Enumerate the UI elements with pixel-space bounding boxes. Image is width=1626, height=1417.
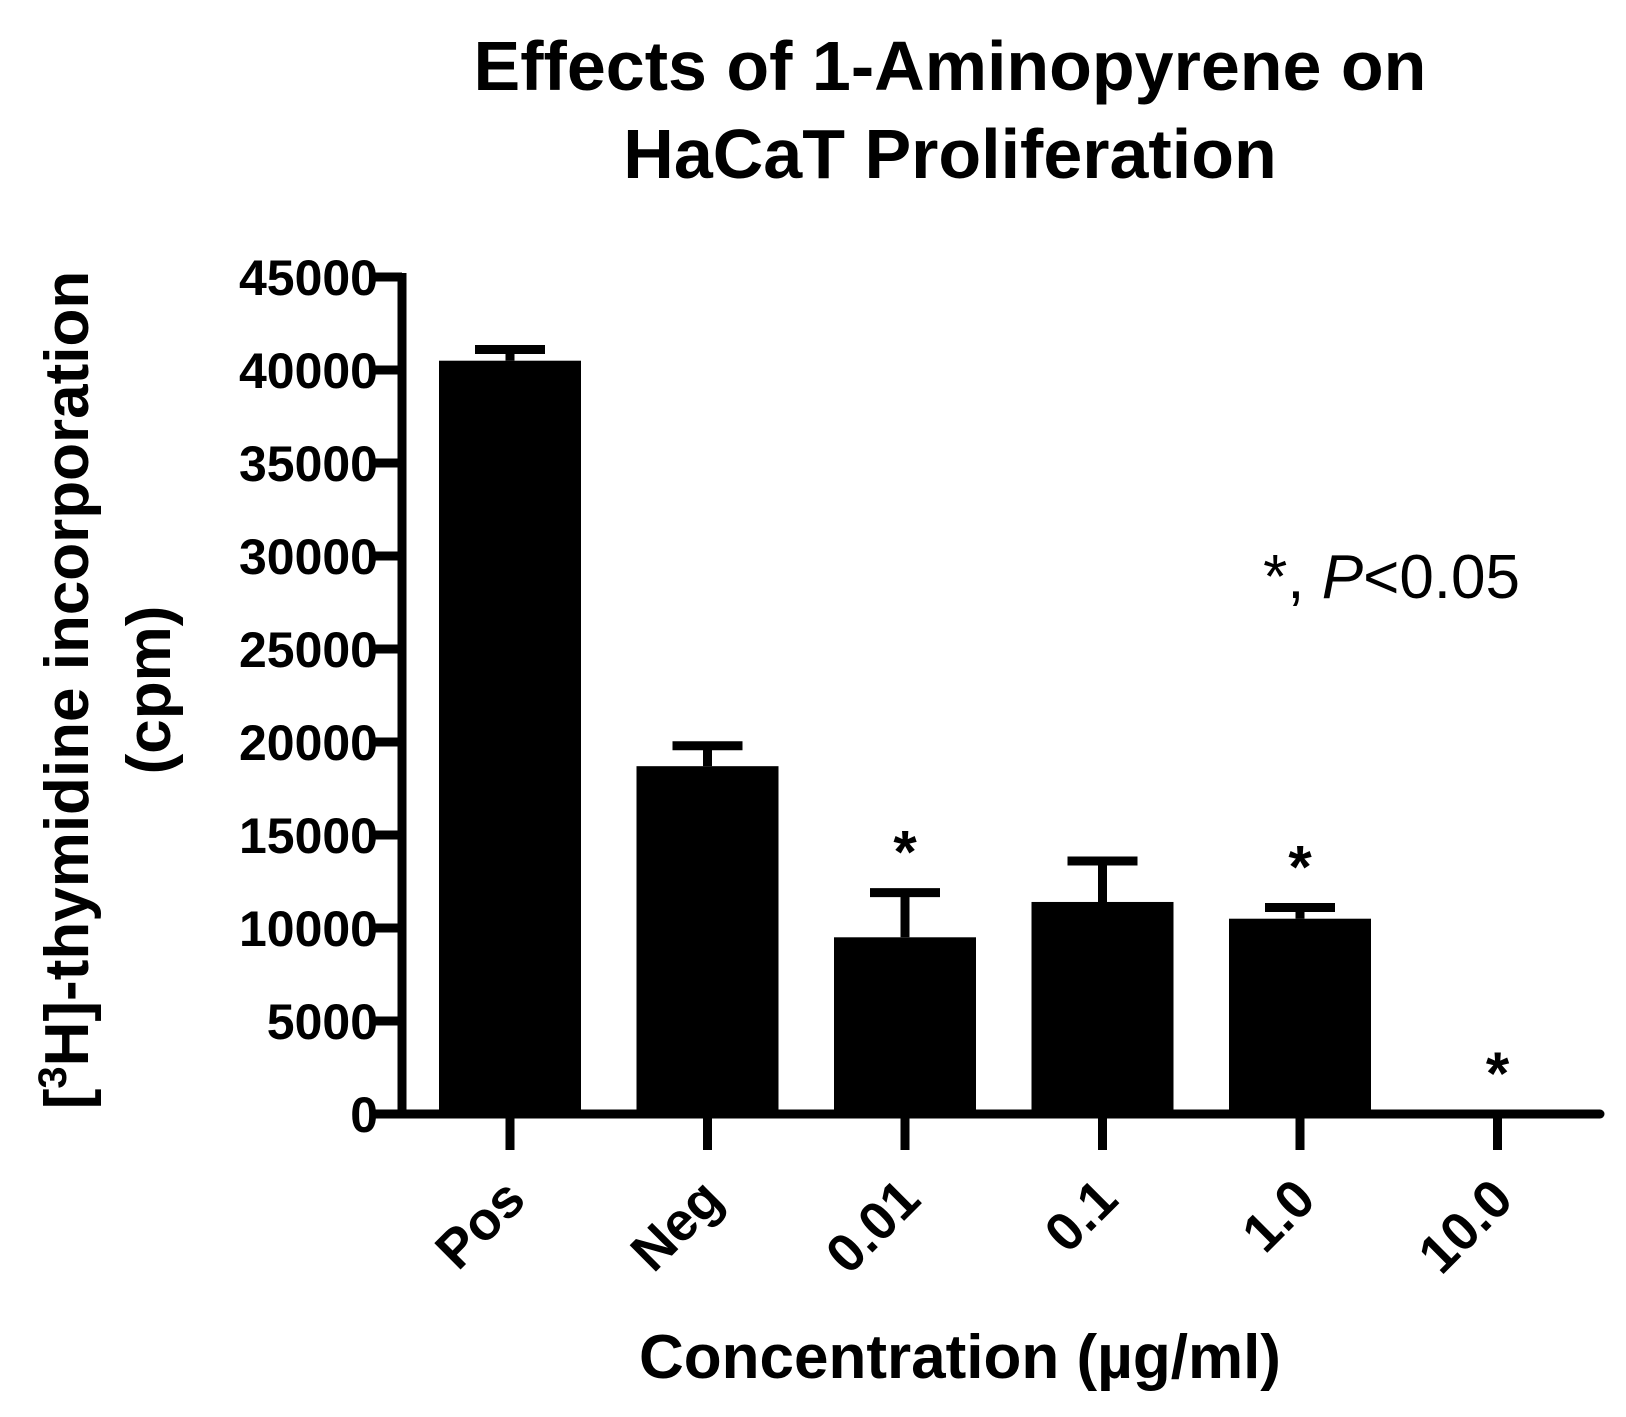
x-tick-label-Pos: Pos: [424, 1168, 536, 1280]
bar-Neg: [636, 766, 779, 1114]
chart-title-line-2: HaCaT Proliferation: [623, 115, 1276, 193]
significance-marker-1.0: *: [1288, 834, 1312, 901]
x-tick-label-1.0: 1.0: [1231, 1168, 1327, 1264]
y-tick-label-3: 15000: [239, 808, 378, 864]
y-tick-label-5: 25000: [239, 622, 378, 678]
x-tick-label-0.1: 0.1: [1033, 1168, 1129, 1264]
y-tick-label-8: 40000: [239, 343, 378, 399]
x-axis-label: Concentration (µg/ml): [639, 1323, 1281, 1392]
y-tick-label-4: 20000: [239, 715, 378, 771]
bar-0.1: [1031, 901, 1174, 1114]
significance-marker-0.01: *: [893, 819, 917, 886]
y-tick-label-7: 35000: [239, 436, 378, 492]
x-tick-label-0.01: 0.01: [815, 1168, 932, 1285]
y-axis-label-superscript: 3: [31, 1066, 75, 1088]
y-tick-label-1: 5000: [267, 994, 378, 1050]
y-tick-label-2: 10000: [239, 901, 378, 957]
significance-note-suffix: <0.05: [1363, 543, 1520, 612]
chart-title-line-1: Effects of 1-Aminopyrene on: [474, 27, 1427, 105]
plot-area: 0 5000 10000 15000 20000 25000 30000 35000 40000…: [239, 250, 1605, 1285]
y-axis-label-bracket: [: [33, 1089, 102, 1110]
y-tick-label-0: 0: [350, 1087, 378, 1143]
y-tick-label-9: 45000: [239, 250, 378, 306]
y-axis-label-unit: (cpm): [115, 606, 184, 775]
significance-marker-10.0: *: [1486, 1040, 1510, 1107]
chart-title: Effects of 1-Aminopyrene on HaCaT Prolif…: [474, 27, 1427, 193]
x-tick-label-Neg: Neg: [619, 1168, 734, 1283]
significance-note: *, P<0.05: [1263, 543, 1520, 612]
significance-note-p: P: [1322, 543, 1363, 612]
x-tick-label-10.0: 10.0: [1407, 1168, 1524, 1285]
bar-1.0: [1229, 918, 1371, 1114]
y-axis-label-main: H]-thymidine incorporation: [33, 271, 102, 1067]
y-axis-label-line-1: [3H]-thymidine incorporation: [31, 271, 102, 1110]
bar-0.01: [834, 937, 976, 1114]
significance-note-prefix: *,: [1263, 543, 1322, 612]
y-tick-label-6: 30000: [239, 529, 378, 585]
bar-Pos: [439, 360, 581, 1114]
y-axis-label: [3H]-thymidine incorporation (cpm): [31, 271, 184, 1110]
